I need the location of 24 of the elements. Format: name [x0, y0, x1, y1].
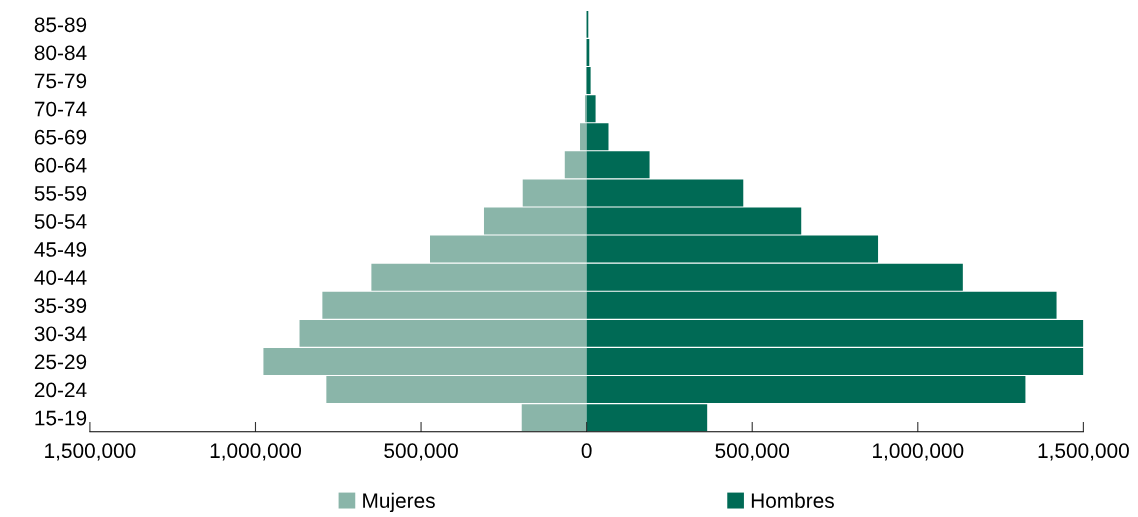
legend-label: Mujeres [363, 492, 435, 513]
y-tick-label: 45-49 [34, 242, 87, 257]
y-tick-label: 25-29 [34, 354, 87, 370]
y-tick-label: 70-74 [34, 101, 87, 117]
x-tick-label: 500,000 [715, 443, 790, 461]
y-tick-label: 35-39 [34, 298, 87, 314]
y-tick-label: 80-84 [34, 45, 87, 61]
x-tick-label: 500,000 [384, 443, 458, 461]
y-tick-label: 20-24 [34, 382, 87, 398]
x-tick-label: 1,000,000 [210, 443, 302, 461]
y-tick-label: 40-44 [34, 270, 87, 285]
x-tick-label: 1,500,000 [1038, 443, 1129, 461]
y-tick-label: 30-34 [34, 326, 87, 342]
y-tick-label: 50-54 [34, 214, 87, 229]
y-tick-label: 60-64 [34, 157, 87, 173]
legend-label: Hombres [751, 492, 834, 508]
y-tick-label: 75-79 [34, 73, 87, 89]
x-tick-label: 1,500,000 [45, 443, 136, 461]
y-tick-label: 15-19 [35, 410, 87, 426]
x-tick-label: 0 [581, 443, 592, 459]
x-tick-label: 1,000,000 [873, 443, 964, 461]
y-tick-label: 55-59 [34, 185, 87, 201]
y-tick-label: 85-89 [34, 17, 87, 33]
y-tick-label: 65-69 [34, 129, 87, 145]
